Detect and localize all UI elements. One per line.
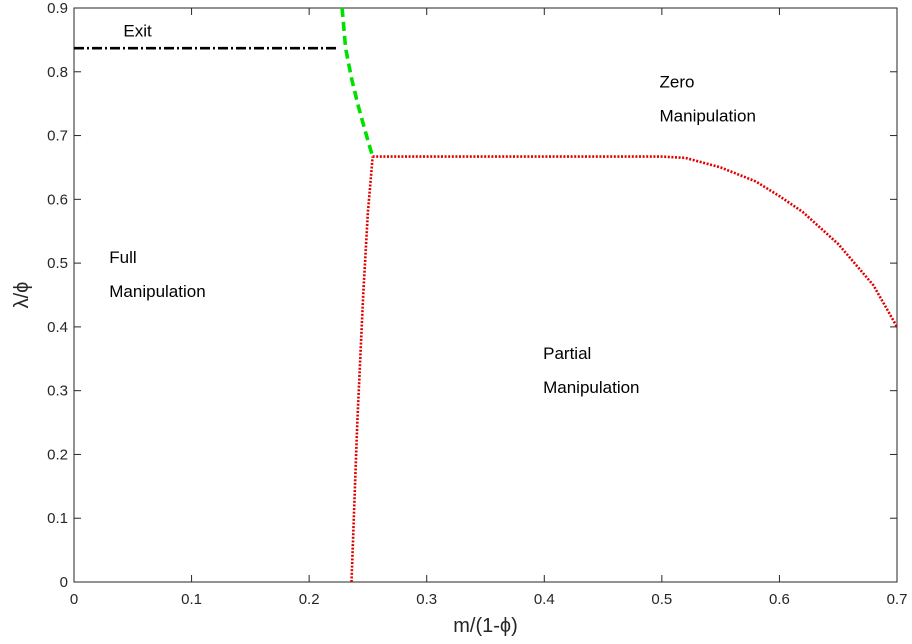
x-tick-label: 0.2 [299,591,320,608]
x-tick-label: 0.5 [651,591,672,608]
y-tick-label: 0 [60,574,68,591]
y-axis-ticks: 0 0.1 0.2 0.3 0.4 0.5 0.6 0.7 0.8 0.9 [47,0,897,591]
x-tick-label: 0.4 [534,591,555,608]
y-tick-label: 0.2 [47,446,68,463]
y-tick-label: 0.7 [47,128,68,145]
region-label: Manipulation [543,378,639,397]
annotation-layer: Exit Zero Manipulation Full Manipulation Part… [109,22,756,397]
plot-area [73,7,898,583]
x-tick-label: 0.1 [181,591,202,608]
region-label: Exit [123,22,152,41]
y-tick-label: 0.6 [47,191,68,208]
region-label: Manipulation [660,107,756,126]
y-tick-label: 0.3 [47,383,68,400]
y-tick-label: 0.4 [47,319,68,336]
x-tick-label: 0.7 [887,591,908,608]
x-axis-label: m/(1-ϕ) [453,615,518,637]
y-tick-label: 0.9 [47,0,68,17]
x-tick-label: 0.3 [416,591,437,608]
region-label: Manipulation [109,282,205,301]
boundary-line-dotted [372,155,899,328]
y-axis-label: λ/ϕ [11,282,33,309]
y-tick-label: 0.5 [47,255,68,272]
boundary-line-dashed [340,7,375,158]
region-label: Zero [660,73,695,92]
x-tick-label: 0 [70,591,78,608]
x-axis-ticks: 0 0.1 0.2 0.3 0.4 0.5 0.6 0.7 [70,8,908,608]
boundary-line-dotted [350,156,374,583]
y-tick-label: 0.8 [47,64,68,81]
region-label: Full [109,248,136,267]
x-tick-label: 0.6 [769,591,790,608]
region-label: Partial [543,344,591,363]
series-layer [74,7,899,583]
y-tick-label: 0.1 [47,510,68,527]
